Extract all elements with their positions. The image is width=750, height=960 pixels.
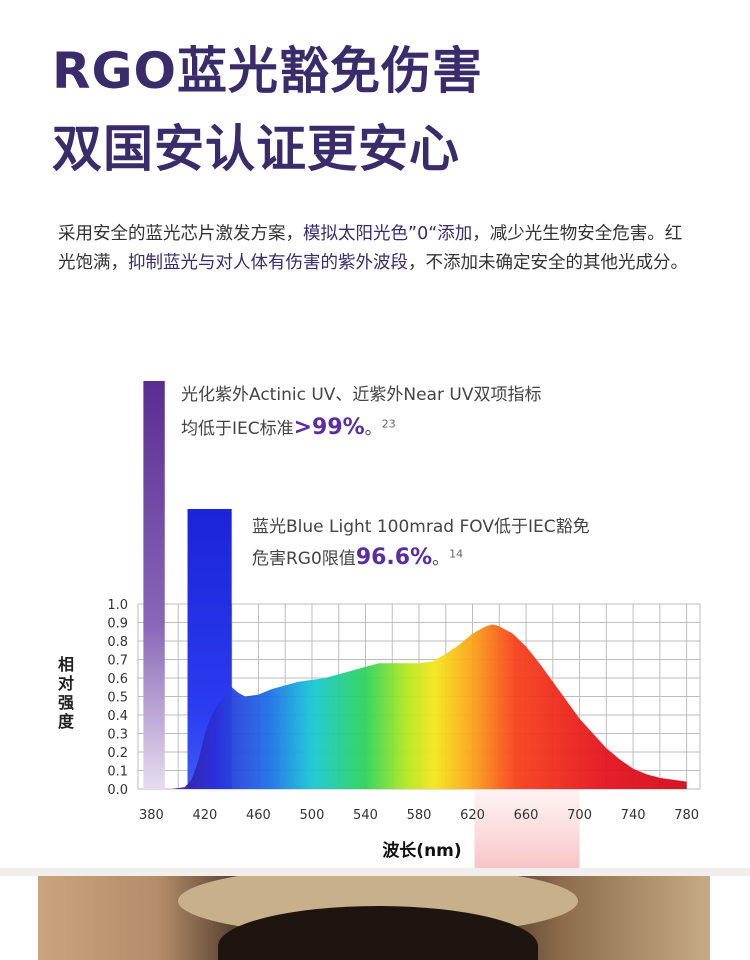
blue-annotation-text: 危害RG0限值 <box>252 549 356 569</box>
headline-line-2: 双国安认证更安心 <box>52 120 460 178</box>
x-tick-label: 500 <box>300 808 325 823</box>
description-highlight-1: 模拟太阳光色”0“添加 <box>303 224 473 244</box>
y-tick-label: 0.6 <box>107 672 128 687</box>
uv-annotation-line-1: 光化紫外Actinic UV、近紫外Near UV双项指标 <box>181 385 542 405</box>
y-tick-label: 1.0 <box>107 598 128 613</box>
blue-value: 96.6% <box>355 545 433 570</box>
uv-value: >99% <box>293 415 365 440</box>
section-divider <box>0 868 750 876</box>
blue-ref: 14 <box>449 547 464 561</box>
y-tick-label: 0.8 <box>107 635 128 650</box>
description-text-2: ，减少光生物安全危害。红光饱满， <box>58 224 683 273</box>
y-tick-label: 0.4 <box>107 709 128 724</box>
uv-annotation-line-2: 均低于IEC标准>99%。23 <box>181 414 396 440</box>
x-axis-label: 波长(nm) <box>382 840 461 861</box>
headline-line-1: RGO蓝光豁免伤害 <box>52 42 484 100</box>
description: 采用安全的蓝光芯片激发方案，模拟太阳光色”0“添加，减少光生物安全危害。红光饱满… <box>58 220 698 278</box>
description-text-3: ，不添加未确定安全的其他光成分。 <box>408 253 688 273</box>
spectrum-area <box>138 624 687 789</box>
y-tick-label: 0.1 <box>107 765 128 780</box>
x-tick-label: 420 <box>192 808 217 823</box>
y-tick-label: 0.7 <box>107 654 128 669</box>
blue-post: 。 <box>432 549 450 569</box>
description-text-1: 采用安全的蓝光芯片激发方案， <box>58 224 303 244</box>
description-highlight-2: 抑制蓝光与对人体有伤害的紫外波段 <box>128 253 408 273</box>
x-tick-label: 660 <box>514 808 539 823</box>
uv-ref: 23 <box>381 417 396 431</box>
x-tick-label: 460 <box>246 808 271 823</box>
x-tick-label: 740 <box>621 808 646 823</box>
uv-post: 。 <box>364 419 382 439</box>
y-axis-label: 相对强度 <box>58 655 75 731</box>
blue-annotation-line-1: 蓝光Blue Light 100mrad FOV低于IEC豁免 <box>252 517 590 537</box>
child-photo <box>38 876 710 960</box>
y-tick-label: 0.3 <box>107 728 128 743</box>
x-tick-label: 780 <box>674 808 699 823</box>
highlight-red-band <box>474 780 580 876</box>
x-tick-label: 620 <box>460 808 485 823</box>
uv-bar <box>143 381 165 789</box>
x-tick-label: 380 <box>139 808 164 823</box>
spectrum-chart: 0.0 0.1 0.2 0.3 0.4 0.5 0.6 0.7 0.8 0.9 1.0 380 420 4… <box>107 381 701 876</box>
y-tick-label: 0.0 <box>107 783 128 798</box>
y-tick-label: 0.2 <box>107 746 128 761</box>
blue-annotation-line-2: 危害RG0限值96.6%。14 <box>252 544 463 570</box>
y-tick-label: 0.9 <box>107 617 128 632</box>
y-tick-label: 0.5 <box>107 691 128 706</box>
x-tick-label: 540 <box>353 808 378 823</box>
x-tick-label: 700 <box>567 808 592 823</box>
uv-annotation-text: 均低于IEC标准 <box>181 419 294 439</box>
x-tick-label: 580 <box>407 808 432 823</box>
